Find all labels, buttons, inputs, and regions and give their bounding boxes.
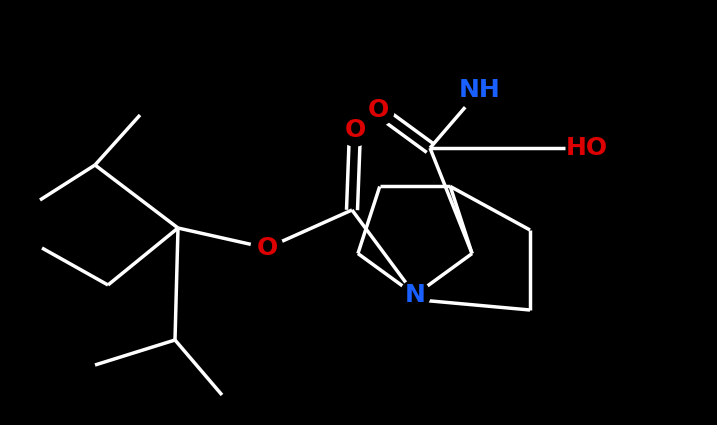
Circle shape [339,114,371,146]
Circle shape [251,232,283,264]
Text: N: N [404,283,425,307]
Text: O: O [257,236,277,260]
Circle shape [458,68,502,112]
Circle shape [362,94,394,126]
Circle shape [400,280,430,310]
Text: HO: HO [566,136,608,160]
Text: O: O [344,118,366,142]
Text: NH: NH [459,78,501,102]
Text: O: O [367,98,389,122]
